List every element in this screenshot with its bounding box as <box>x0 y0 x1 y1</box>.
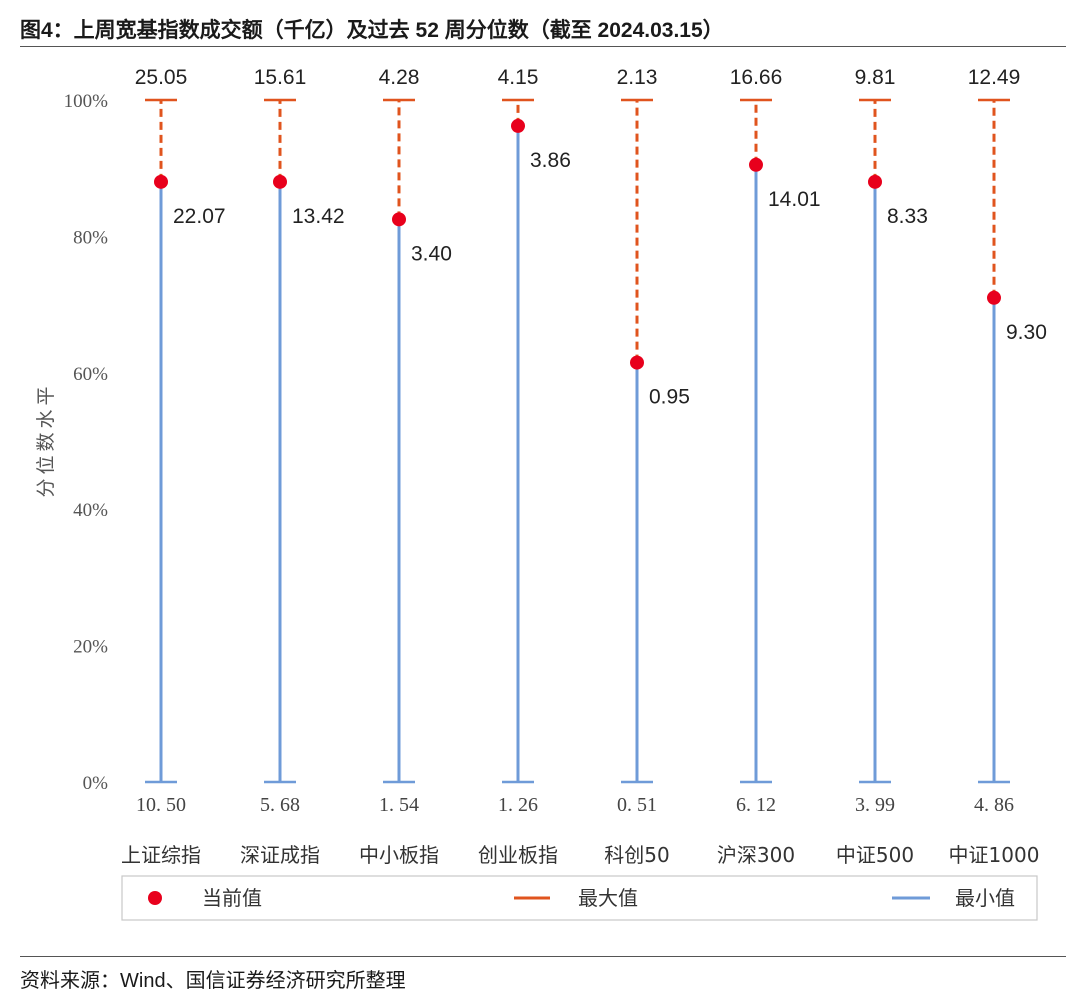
y-tick-label: 60% <box>73 364 108 385</box>
current-point <box>511 118 525 133</box>
percentile-chart: 0% 20% 40% 60% 80% 100% 分位数水平 25.05 22.07 10. 5… <box>35 66 1047 921</box>
max-value-label: 15.61 <box>254 66 307 89</box>
category-label: 沪深300 <box>717 843 795 867</box>
legend-min-label: 最小值 <box>955 886 1015 910</box>
current-value-label: 22.07 <box>173 205 226 228</box>
max-value-label: 25.05 <box>135 66 188 89</box>
max-value-label: 4.15 <box>498 66 539 89</box>
max-value-label: 2.13 <box>617 66 658 89</box>
category-label: 深证成指 <box>240 843 320 867</box>
current-point <box>868 174 882 189</box>
current-value-label: 14.01 <box>768 188 821 211</box>
current-value-label: 8.33 <box>887 205 928 228</box>
index-column-8: 12.49 9.30 4. 86 中证1000 <box>949 66 1047 867</box>
max-value-label: 9.81 <box>855 66 896 89</box>
y-tick-label: 80% <box>73 227 108 248</box>
current-value-label: 0.95 <box>649 386 690 409</box>
category-label: 中证500 <box>836 843 914 867</box>
current-point <box>392 212 406 227</box>
y-tick-label: 100% <box>64 91 109 112</box>
category-label: 中小板指 <box>359 843 439 867</box>
index-column-2: 15.61 13.42 5. 68 深证成指 <box>240 66 345 867</box>
legend-max-label: 最大值 <box>578 886 638 910</box>
category-label: 中证1000 <box>949 843 1040 867</box>
min-value-label: 1. 26 <box>498 794 538 816</box>
current-point <box>749 157 763 172</box>
min-value-label: 4. 86 <box>974 794 1014 816</box>
y-axis: 0% 20% 40% 60% 80% 100% <box>64 91 109 794</box>
current-value-label: 3.40 <box>411 242 452 265</box>
min-value-label: 5. 68 <box>260 794 300 816</box>
min-value-label: 1. 54 <box>379 794 419 816</box>
min-value-label: 3. 99 <box>855 794 895 816</box>
index-column-3: 4.28 3.40 1. 54 中小板指 <box>359 66 452 867</box>
y-tick-label: 40% <box>73 500 108 521</box>
current-value-label: 9.30 <box>1006 321 1047 344</box>
min-value-label: 6. 12 <box>736 794 776 816</box>
legend-current-label: 当前值 <box>202 886 262 910</box>
chart-title: 图4：上周宽基指数成交额（千亿）及过去 52 周分位数（截至 2024.03.1… <box>20 19 724 42</box>
index-column-5: 2.13 0.95 0. 51 科创50 <box>604 66 690 867</box>
legend-current-marker <box>148 891 162 905</box>
max-value-label: 4.28 <box>379 66 420 89</box>
legend-box <box>121 875 1038 921</box>
min-value-label: 0. 51 <box>617 794 657 816</box>
max-value-label: 12.49 <box>968 66 1021 89</box>
title-divider <box>20 46 1066 47</box>
index-column-6: 16.66 14.01 6. 12 沪深300 <box>717 66 821 867</box>
current-point <box>154 174 168 189</box>
source-divider <box>20 956 1066 957</box>
series-group: 25.05 22.07 10. 50 上证综指 15.61 13.42 5. 68 深证成指 4… <box>121 66 1047 867</box>
category-label: 科创50 <box>604 843 669 867</box>
category-label: 创业板指 <box>478 843 558 867</box>
index-column-7: 9.81 8.33 3. 99 中证500 <box>836 66 928 867</box>
source-note: 资料来源：Wind、国信证券经济研究所整理 <box>20 970 406 992</box>
min-value-label: 10. 50 <box>136 794 186 816</box>
current-point <box>630 355 644 370</box>
current-point <box>987 290 1001 305</box>
current-point <box>273 174 287 189</box>
current-value-label: 3.86 <box>530 149 571 172</box>
current-value-label: 13.42 <box>292 205 345 228</box>
y-axis-title: 分位数水平 <box>35 382 57 497</box>
index-column-1: 25.05 22.07 10. 50 上证综指 <box>121 66 226 867</box>
category-label: 上证综指 <box>121 843 201 867</box>
y-tick-label: 20% <box>73 637 108 658</box>
index-column-4: 4.15 3.86 1. 26 创业板指 <box>478 66 571 867</box>
max-value-label: 16.66 <box>730 66 783 89</box>
legend: 当前值 最大值 最小值 <box>121 875 1038 921</box>
y-tick-label: 0% <box>83 773 109 794</box>
